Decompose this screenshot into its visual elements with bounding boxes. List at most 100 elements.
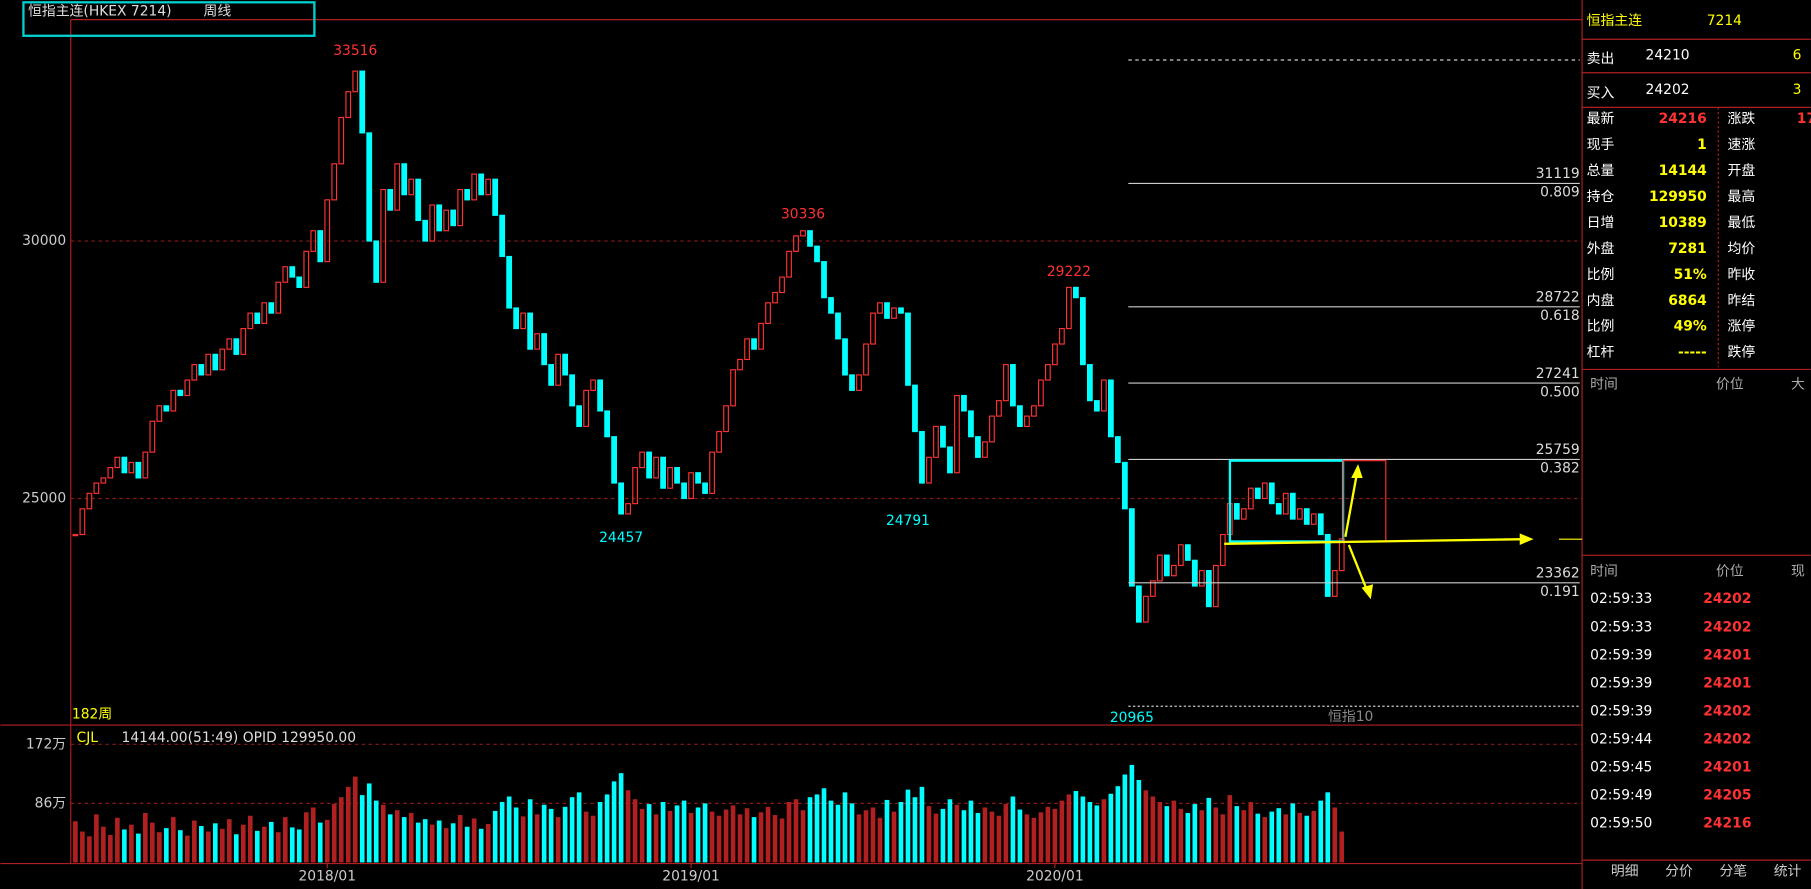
field-label: 内盘 [1587,292,1615,309]
candle [576,405,583,427]
candle [1066,286,1072,330]
column-header: 价位 [1716,564,1744,580]
volume-bar [534,814,540,863]
peak-label: 29222 [1047,264,1091,280]
order-price: 24210 [1646,47,1690,63]
volume-bar [1066,794,1072,863]
volume-bar [1227,795,1233,863]
candle [555,353,562,386]
tick-price: 24205 [1703,788,1751,804]
tab[interactable]: 分笔 [1719,864,1747,880]
volume-name[interactable]: CJL [77,730,99,746]
volume-bar [744,808,750,863]
tick-time: 02:59:33 [1590,591,1652,607]
field-value: 24216 [1659,111,1707,127]
candle [93,482,100,494]
candle [415,178,422,222]
candle [184,379,191,397]
candle [1052,343,1058,366]
field-label: 速涨 [1728,137,1756,153]
candle [205,353,212,376]
volume-bar [618,773,624,863]
candle [1317,513,1324,536]
candle [191,364,198,381]
candle [541,333,548,366]
candle [520,312,527,330]
tick-price: 24201 [1703,647,1751,663]
candle [401,163,408,196]
period[interactable]: 周线 [204,4,232,20]
volume-bar [94,814,99,863]
volume-bar [1171,800,1177,863]
field-value: 129950 [1649,189,1707,205]
volume-bar [919,786,925,863]
candle [1177,544,1184,567]
candle [1310,513,1317,525]
volume-bar [192,820,197,863]
volume-bar [723,809,729,863]
candle [667,467,673,489]
volume-bar [884,799,890,863]
candle [709,451,715,494]
volume-bar [1157,801,1163,863]
candle [1149,580,1156,597]
candle [219,348,226,371]
candle [121,456,128,474]
candle [1268,482,1275,505]
volume-bar [275,832,281,863]
tick-price: 24202 [1703,591,1751,607]
volume-bar [1003,804,1009,863]
volume-bar [646,804,652,863]
volume-bar [1094,805,1100,863]
candle [450,209,457,227]
volume-bar [1332,807,1338,863]
y-tick-label: 30000 [22,233,66,249]
candle [821,261,827,299]
candle [373,240,380,283]
candle [156,405,163,422]
arrowhead [1519,533,1534,545]
volume-bar [206,831,211,863]
field-label: 涨停 [1728,318,1756,335]
volume-bar [835,804,841,863]
candle [968,410,974,438]
candle [1212,564,1219,608]
field-label: 昨收 [1728,267,1756,283]
field-label: 最高 [1728,188,1756,205]
volume-bar [80,831,85,863]
volume-bar [940,808,946,863]
volume-bar [828,800,834,863]
candle [1142,595,1149,623]
tab[interactable]: 分价 [1665,864,1693,880]
field-label: 总量 [1587,163,1615,179]
tab[interactable]: 统计 [1774,864,1802,880]
candle [597,379,604,412]
tick-price: 24201 [1703,760,1751,776]
candle [828,297,834,314]
column-header: 价位 [1716,376,1744,392]
candle [1275,503,1282,515]
y-tick-label: 172万 [26,736,66,752]
candle [478,173,485,196]
candle [79,508,86,536]
volume-bar [1248,801,1254,863]
tick-price: 24216 [1703,816,1751,832]
volume-bar [1024,814,1030,863]
candle [485,178,492,196]
volume-bar [737,814,743,863]
candle [1170,564,1177,577]
quote-panel: 恒指主连 7214 卖出 24210 6 买入 24202 3 最新 24216 涨跌 17 现手 1 速涨… [1582,13,1811,880]
candle [163,405,170,412]
volume-bar [1192,804,1198,863]
order-size: 3 [1793,82,1802,98]
tab[interactable]: 明细 [1611,864,1639,880]
candle [128,461,135,474]
arrow [1347,544,1369,592]
candle [443,209,450,232]
candle [226,338,233,350]
candle [1254,487,1261,500]
candle [772,291,778,304]
candle [849,374,855,391]
candle [1184,544,1191,561]
